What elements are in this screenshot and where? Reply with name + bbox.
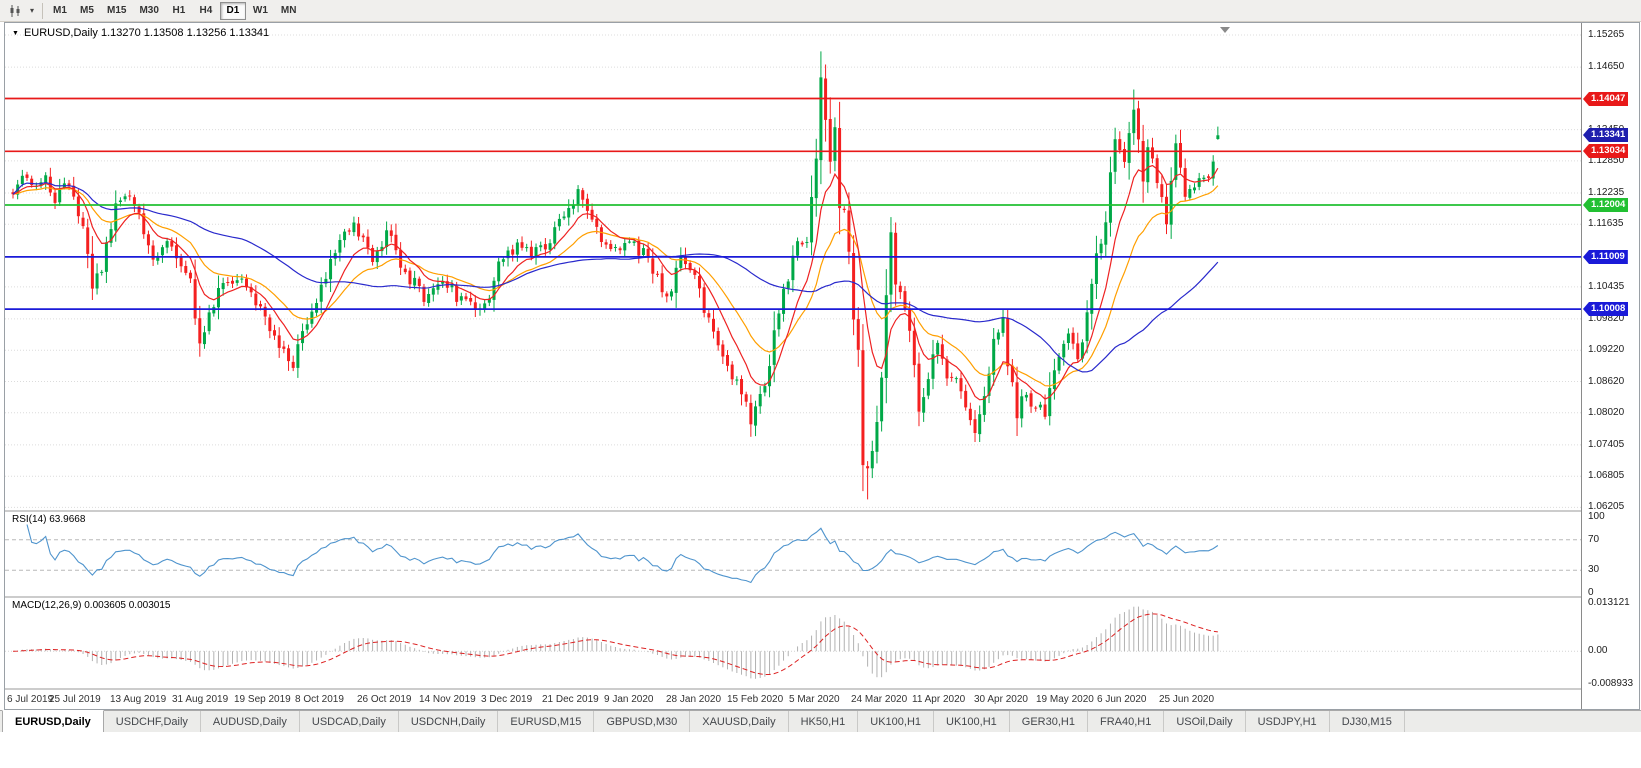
chart-tab-usdchf-daily[interactable]: USDCHF,Daily <box>104 711 201 732</box>
macd-indicator-label: MACD(12,26,9) 0.003605 0.003015 <box>12 600 171 611</box>
chart-window: ▼ EURUSD,Daily 1.13270 1.13508 1.13256 1.… <box>4 22 1640 710</box>
rsi-tick-label: 70 <box>1588 534 1600 545</box>
time-axis-label: 19 Sep 2019 <box>234 694 291 705</box>
timeframe-button-m15[interactable]: M15 <box>101 2 132 20</box>
toolbar-dropdown-caret-icon[interactable]: ▾ <box>26 2 38 20</box>
timeframe-group: M1 M5 M15 M30 H1 H4 D1 W1 MN <box>47 1 303 20</box>
price-tick-label: 1.09220 <box>1588 344 1625 355</box>
price-tick-label: 1.10435 <box>1588 281 1625 292</box>
time-axis-label: 28 Jan 2020 <box>666 694 722 705</box>
time-axis-label: 30 Apr 2020 <box>974 694 1028 705</box>
chart-menu-icon[interactable]: ▼ <box>12 30 19 37</box>
time-axis-label: 5 Mar 2020 <box>789 694 840 705</box>
time-axis-label: 31 Aug 2019 <box>172 694 229 705</box>
time-axis-label: 3 Dec 2019 <box>481 694 533 705</box>
price-tick-label: 1.06205 <box>1588 501 1625 512</box>
timeframe-button-m30[interactable]: M30 <box>133 2 164 20</box>
chart-tab-dj30-m15[interactable]: DJ30,M15 <box>1330 711 1405 732</box>
timeframe-button-m5[interactable]: M5 <box>74 2 100 20</box>
time-axis-label: 6 Jun 2020 <box>1097 694 1147 705</box>
timeframe-button-h4[interactable]: H4 <box>193 2 219 20</box>
chart-shift-marker-icon <box>1220 27 1230 33</box>
chart-ohlc-text: EURUSD,Daily 1.13270 1.13508 1.13256 1.1… <box>23 27 270 39</box>
rsi-indicator-label: RSI(14) 63.9668 <box>12 514 86 525</box>
chart-tab-hk50-h1[interactable]: HK50,H1 <box>789 711 859 732</box>
macd-tick-label: 0.013121 <box>1588 597 1630 608</box>
hline-price-badge: 1.11009 <box>1583 250 1628 264</box>
price-tick-label: 1.15265 <box>1588 29 1625 40</box>
hline-price-badge: 1.10008 <box>1583 302 1629 316</box>
timeframe-button-h1[interactable]: H1 <box>166 2 192 20</box>
current-price-badge: 1.13341 <box>1583 128 1629 142</box>
time-axis-label: 25 Jun 2020 <box>1159 694 1215 705</box>
timeframe-toolbar: ▾ M1 M5 M15 M30 H1 H4 D1 W1 MN <box>0 0 1641 22</box>
price-tick-label: 1.11635 <box>1588 218 1624 229</box>
time-axis-label: 13 Aug 2019 <box>110 694 167 705</box>
price-tick-label: 1.14650 <box>1588 61 1625 72</box>
timeframe-button-w1[interactable]: W1 <box>247 2 274 20</box>
chart-tab-gbpusd-m30[interactable]: GBPUSD,M30 <box>594 711 691 732</box>
chart-tab-usdcad-daily[interactable]: USDCAD,Daily <box>300 711 399 732</box>
chart-tab-usoil-daily[interactable]: USOil,Daily <box>1164 711 1246 732</box>
chart-tab-uk100-h1[interactable]: UK100,H1 <box>858 711 935 732</box>
chart-tab-ger30-h1[interactable]: GER30,H1 <box>1010 711 1088 732</box>
chart-tab-usdcnh-daily[interactable]: USDCNH,Daily <box>399 711 499 732</box>
price-tick-label: 1.12850 <box>1588 155 1625 166</box>
rsi-tick-label: 0 <box>1588 587 1594 598</box>
chart-tab-eurusd-daily[interactable]: EURUSD,Daily <box>2 710 104 732</box>
chart-ohlc-header: ▼ EURUSD,Daily 1.13270 1.13508 1.13256 1.… <box>12 27 269 39</box>
rsi-tick-label: 100 <box>1588 511 1605 522</box>
price-tick-label: 1.06805 <box>1588 470 1625 481</box>
chart-type-icon[interactable] <box>4 2 26 20</box>
time-axis-label: 25 Jul 2019 <box>49 694 101 705</box>
chart-tab-audusd-daily[interactable]: AUDUSD,Daily <box>201 711 300 732</box>
price-tick-label: 1.12235 <box>1588 187 1625 198</box>
time-axis-label: 15 Feb 2020 <box>727 694 784 705</box>
macd-tick-label: 0.00 <box>1588 645 1608 656</box>
chart-tab-usdjpy-h1[interactable]: USDJPY,H1 <box>1246 711 1330 732</box>
hline-price-badge: 1.12004 <box>1583 198 1629 212</box>
time-axis-label: 6 Jul 2019 <box>7 694 54 705</box>
chart-tab-xauusd-daily[interactable]: XAUUSD,Daily <box>690 711 789 732</box>
time-axis-label: 24 Mar 2020 <box>851 694 908 705</box>
time-axis-label: 14 Nov 2019 <box>419 694 476 705</box>
price-tick-label: 1.07405 <box>1588 439 1625 450</box>
time-axis-label: 11 Apr 2020 <box>912 694 966 705</box>
time-axis-label: 26 Oct 2019 <box>357 694 412 705</box>
hline-price-badge: 1.14047 <box>1583 92 1629 106</box>
chart-tab-fra40-h1[interactable]: FRA40,H1 <box>1088 711 1165 732</box>
chart-tab-uk100-h1[interactable]: UK100,H1 <box>934 711 1010 732</box>
chart-tab-eurusd-m15[interactable]: EURUSD,M15 <box>498 711 595 732</box>
price-tick-label: 1.09820 <box>1588 313 1625 324</box>
price-chart-canvas[interactable] <box>5 23 1581 709</box>
price-tick-label: 1.08620 <box>1588 376 1625 387</box>
toolbar-separator <box>42 2 43 19</box>
timeframe-button-d1[interactable]: D1 <box>219 1 246 20</box>
price-axis[interactable]: 1.152651.146501.134501.128501.122351.116… <box>1581 23 1639 709</box>
time-axis-label: 8 Oct 2019 <box>295 694 344 705</box>
time-axis-label: 19 May 2020 <box>1036 694 1094 705</box>
chart-tab-bar: EURUSD,Daily USDCHF,Daily AUDUSD,Daily USDC… <box>0 710 1641 732</box>
rsi-tick-label: 30 <box>1588 564 1600 575</box>
time-axis-label: 21 Dec 2019 <box>542 694 599 705</box>
timeframe-button-m1[interactable]: M1 <box>47 2 73 20</box>
timeframe-button-mn[interactable]: MN <box>275 2 303 20</box>
macd-tick-label: -0.008933 <box>1588 678 1634 689</box>
hline-price-badge: 1.13034 <box>1583 144 1629 158</box>
time-axis-label: 9 Jan 2020 <box>604 694 654 705</box>
candlestick-glyph <box>10 4 20 17</box>
price-tick-label: 1.08020 <box>1588 407 1625 418</box>
